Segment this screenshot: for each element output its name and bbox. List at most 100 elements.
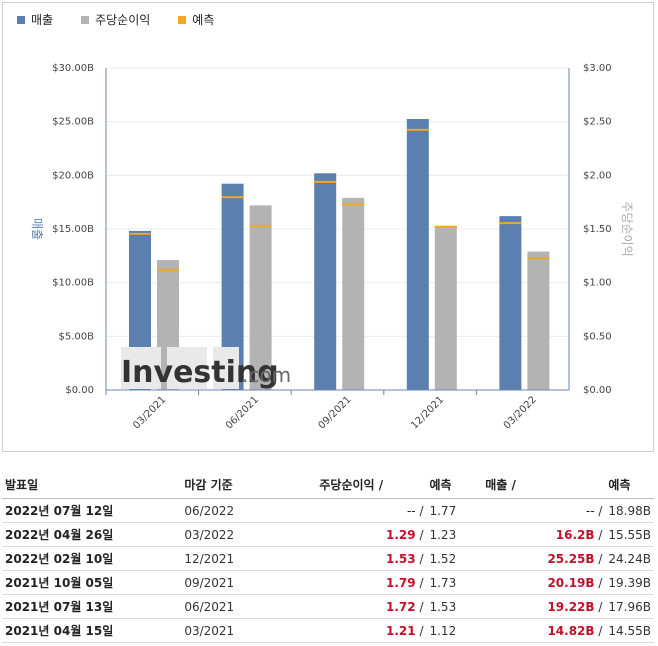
- cell-revenue-value: 16.2B: [555, 527, 595, 542]
- table-row: 2021년 04월 15일 03/2021 1.21 /1.12 14.82B /14…: [2, 618, 654, 643]
- x-tick-label: 03/2022: [502, 394, 539, 431]
- cell-period: 03/2022: [181, 522, 317, 547]
- legend-item-eps[interactable]: 주당순이익: [81, 11, 150, 28]
- cell-revenue: 25.25B /: [482, 546, 606, 571]
- left-tick-label: $5.00B: [59, 331, 95, 342]
- cell-eps-value: 1.79: [386, 575, 416, 590]
- left-axis-ticks: $0.00 $5.00B $10.00B $15.00B $20.00B $25.00B $…: [52, 63, 94, 396]
- cell-revenue-value: 14.82B: [547, 623, 595, 638]
- cell-period-value: 09/2021: [184, 575, 235, 590]
- cell-eps-value: 1.53: [386, 551, 416, 566]
- cell-revenue-forecast-value: 14.55B: [608, 623, 651, 638]
- right-tick-label: $1.00: [583, 278, 612, 289]
- header-revenue[interactable]: 매출 /: [482, 470, 606, 499]
- cell-revenue-value: --: [585, 503, 595, 518]
- cell-period: 12/2021: [181, 546, 317, 571]
- bar-revenue[interactable]: [314, 173, 337, 390]
- bar-revenue[interactable]: [221, 183, 244, 390]
- cell-eps: 1.29 /: [316, 522, 427, 547]
- forecast-mark-revenue: [221, 196, 244, 199]
- earnings-table: 발표일 마감 기준 주당순이익 / 예측 매출 / 예측 2022년 07월 1…: [2, 470, 654, 643]
- watermark-box-1: [121, 347, 161, 389]
- header-revenue-forecast[interactable]: 예측: [605, 470, 654, 499]
- legend-label-forecast: 예측: [192, 13, 215, 27]
- header-period[interactable]: 마감 기준: [181, 470, 317, 499]
- forecast-mark-revenue: [499, 222, 522, 225]
- right-tick-label: $2.00: [583, 170, 612, 181]
- cell-revenue-value: 20.19B: [547, 575, 595, 590]
- cell-eps: -- /: [316, 498, 427, 523]
- cell-eps: 1.72 /: [316, 594, 427, 619]
- cell-date-value: 2022년 04월 26일: [5, 528, 114, 542]
- legend-swatch-eps: [81, 15, 90, 24]
- header-eps-forecast[interactable]: 예측: [426, 470, 483, 499]
- cell-period: 06/2022: [181, 498, 317, 523]
- cell-eps-forecast: 1.52: [426, 546, 483, 571]
- forecast-mark-revenue: [129, 232, 151, 235]
- bar-eps[interactable]: [342, 197, 365, 390]
- cell-revenue-forecast-value: 15.55B: [608, 527, 651, 542]
- watermark-box-3: [213, 347, 239, 389]
- cell-date: 2021년 10월 05일: [2, 570, 182, 595]
- watermark-box-2: [167, 347, 207, 389]
- cell-eps-value: 1.72: [386, 599, 416, 614]
- cell-revenue-forecast-value: 17.96B: [608, 599, 651, 614]
- cell-eps: 1.53 /: [316, 546, 427, 571]
- right-tick-label: $2.50: [583, 117, 612, 128]
- cell-period: 09/2021: [181, 570, 317, 595]
- left-tick-label: $30.00B: [52, 63, 94, 74]
- cell-eps-forecast: 1.77: [426, 498, 483, 523]
- table-row: 2022년 04월 26일 03/2022 1.29 /1.23 16.2B /15.…: [2, 522, 654, 547]
- x-axis-labels: 03/2021 06/2021 09/2021 12/2021 03/2022: [105, 390, 539, 431]
- cell-revenue-forecast: 18.98B: [605, 498, 654, 523]
- cell-eps-value: 1.21: [386, 623, 416, 638]
- cell-date-value: 2021년 10월 05일: [5, 576, 114, 590]
- legend-item-forecast[interactable]: 예측: [178, 11, 214, 28]
- cell-period-value: 03/2021: [184, 623, 235, 638]
- cell-revenue: 14.82B /: [482, 618, 606, 643]
- bar-eps[interactable]: [249, 205, 272, 390]
- legend-label-revenue: 매출: [31, 13, 54, 27]
- cell-eps: 1.79 /: [316, 570, 427, 595]
- forecast-mark-eps: [249, 224, 272, 227]
- cell-eps-forecast: 1.12: [426, 618, 483, 643]
- cell-revenue-forecast-value: 24.24B: [608, 551, 651, 566]
- bar-revenue[interactable]: [406, 118, 429, 390]
- table-row: 2021년 07월 13일 06/2021 1.72 /1.53 19.22B /17…: [2, 594, 654, 619]
- right-tick-label: $0.50: [583, 331, 612, 342]
- cell-period-value: 06/2022: [184, 503, 235, 518]
- left-axis-title: 매출: [30, 218, 44, 240]
- x-tick-label: 09/2021: [316, 394, 353, 431]
- left-tick-label: $20.00B: [52, 170, 94, 181]
- bar-revenue[interactable]: [499, 216, 522, 390]
- forecast-mark-revenue: [406, 128, 429, 131]
- bar-eps[interactable]: [434, 225, 457, 390]
- right-tick-label: $3.00: [583, 63, 612, 74]
- legend-swatch-revenue: [17, 15, 25, 24]
- cell-date: 2022년 02월 10일: [2, 546, 182, 571]
- forecast-mark-eps: [342, 203, 365, 206]
- header-eps[interactable]: 주당순이익 /: [316, 470, 427, 499]
- watermark-suffix: .com: [242, 363, 291, 387]
- bar-eps[interactable]: [527, 251, 550, 390]
- right-tick-label: $0.00: [583, 385, 612, 396]
- table-body: 2022년 07월 12일 06/2022 -- /1.77 -- /18.98B 20…: [2, 498, 654, 643]
- cell-eps-forecast: 1.53: [426, 594, 483, 619]
- header-date[interactable]: 발표일: [2, 470, 182, 499]
- left-tick-label: $0.00: [65, 385, 94, 396]
- chart-panel: 매출 주당순이익 예측 $0.00 $5.00B $10.00B $15.00B $20…: [2, 2, 654, 452]
- cell-date-value: 2021년 07월 13일: [5, 600, 114, 614]
- cell-revenue-forecast: 19.39B: [605, 570, 654, 595]
- cell-revenue-forecast: 17.96B: [605, 594, 654, 619]
- left-tick-label: $10.00B: [52, 278, 94, 289]
- table-header-row: 발표일 마감 기준 주당순이익 / 예측 매출 / 예측: [2, 470, 654, 499]
- cell-date-value: 2022년 07월 12일: [5, 504, 114, 518]
- cell-revenue-forecast-value: 19.39B: [608, 575, 651, 590]
- cell-eps: 1.21 /: [316, 618, 427, 643]
- cell-eps-forecast-value: 1.23: [429, 527, 457, 542]
- legend-item-revenue[interactable]: 매출: [17, 11, 53, 28]
- right-axis-title: 주당순이익: [620, 201, 634, 256]
- table-row: 2021년 10월 05일 09/2021 1.79 /1.73 20.19B /19…: [2, 570, 654, 595]
- legend-label-eps: 주당순이익: [95, 13, 151, 27]
- forecast-mark-revenue: [314, 180, 337, 183]
